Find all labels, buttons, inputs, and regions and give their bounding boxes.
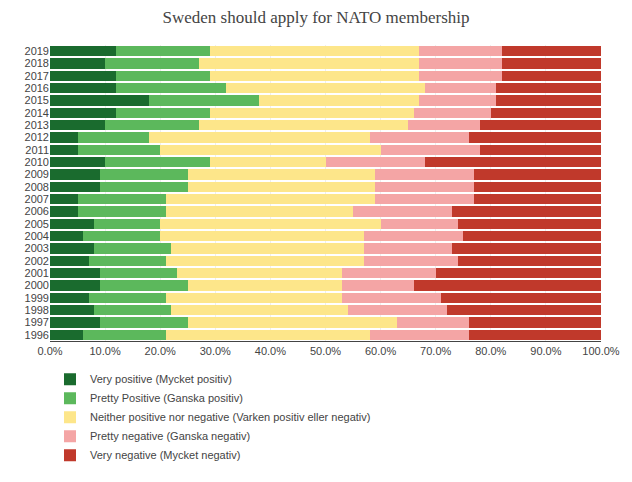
svg-text:2016: 2016 — [25, 82, 49, 94]
svg-text:90.0%: 90.0% — [530, 345, 561, 357]
svg-text:2012: 2012 — [25, 131, 49, 143]
svg-text:1997: 1997 — [25, 316, 49, 328]
svg-text:Very negative (Mycket negativ): Very negative (Mycket negativ) — [90, 449, 240, 461]
svg-text:2000: 2000 — [25, 279, 49, 291]
svg-text:Pretty negative (Ganska negati: Pretty negative (Ganska negativ) — [90, 430, 250, 442]
svg-text:2019: 2019 — [25, 45, 49, 57]
svg-text:0.0%: 0.0% — [37, 345, 62, 357]
svg-text:2011: 2011 — [25, 144, 49, 156]
svg-text:2007: 2007 — [25, 193, 49, 205]
svg-text:100.0%: 100.0% — [582, 345, 620, 357]
svg-text:2018: 2018 — [25, 57, 49, 69]
svg-text:2001: 2001 — [25, 267, 49, 279]
svg-text:1999: 1999 — [25, 292, 49, 304]
svg-text:2004: 2004 — [25, 230, 49, 242]
svg-text:2010: 2010 — [25, 156, 49, 168]
svg-text:2013: 2013 — [25, 119, 49, 131]
svg-text:2017: 2017 — [25, 70, 49, 82]
svg-text:1998: 1998 — [25, 304, 49, 316]
svg-text:40.0%: 40.0% — [255, 345, 286, 357]
svg-text:Neither positive nor negative: Neither positive nor negative (Varken po… — [90, 411, 370, 423]
svg-text:80.0%: 80.0% — [475, 345, 506, 357]
svg-text:50.0%: 50.0% — [310, 345, 341, 357]
svg-text:2006: 2006 — [25, 205, 49, 217]
svg-text:Pretty Positive (Ganska positi: Pretty Positive (Ganska positiv) — [90, 392, 243, 404]
svg-text:2014: 2014 — [25, 107, 49, 119]
svg-text:20.0%: 20.0% — [145, 345, 176, 357]
svg-text:2002: 2002 — [25, 255, 49, 267]
svg-text:2009: 2009 — [25, 168, 49, 180]
svg-text:Very positive (Mycket positiv): Very positive (Mycket positiv) — [90, 373, 232, 385]
svg-text:2005: 2005 — [25, 218, 49, 230]
svg-text:1996: 1996 — [25, 329, 49, 341]
svg-text:2008: 2008 — [25, 181, 49, 193]
svg-text:Sweden should apply for NATO m: Sweden should apply for NATO membership — [162, 8, 469, 27]
svg-text:10.0%: 10.0% — [89, 345, 120, 357]
svg-text:2015: 2015 — [25, 94, 49, 106]
svg-text:60.0%: 60.0% — [365, 345, 396, 357]
svg-text:70.0%: 70.0% — [420, 345, 451, 357]
svg-text:30.0%: 30.0% — [200, 345, 231, 357]
svg-text:2003: 2003 — [25, 242, 49, 254]
